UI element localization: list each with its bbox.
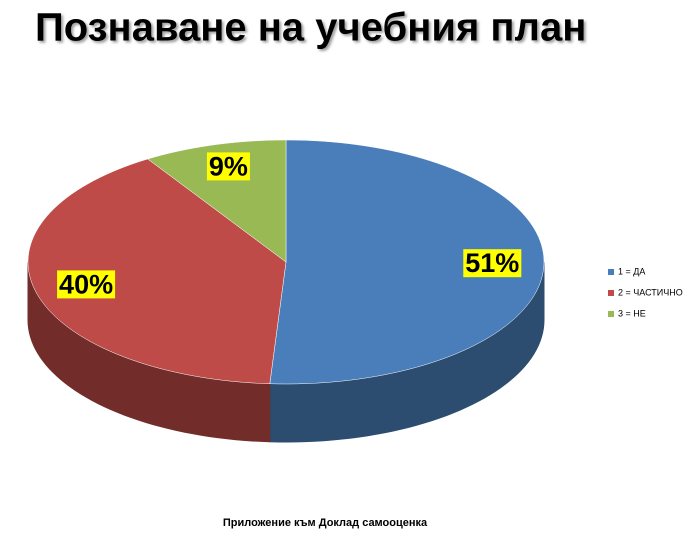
value-label: 51% <box>465 248 519 278</box>
legend-swatch <box>608 290 614 296</box>
value-label-bg <box>463 249 522 278</box>
legend-label: 2 = ЧАСТИЧНО <box>618 287 683 297</box>
value-label: 40% <box>59 269 113 299</box>
slice <box>27 158 287 385</box>
slice <box>269 139 545 385</box>
legend-label: 1 = ДА <box>618 266 645 276</box>
chart-title: Познаване на учебния план <box>35 6 586 50</box>
legend-label: 3 = НЕ <box>618 308 646 318</box>
legend-swatch <box>608 269 614 275</box>
value-label-bg <box>206 152 250 181</box>
slice <box>147 139 287 263</box>
value-label-bg <box>57 270 116 299</box>
footnote: Приложение към Доклад самооценка <box>223 517 428 529</box>
legend-swatch <box>608 311 614 317</box>
value-label: 9% <box>209 151 248 181</box>
